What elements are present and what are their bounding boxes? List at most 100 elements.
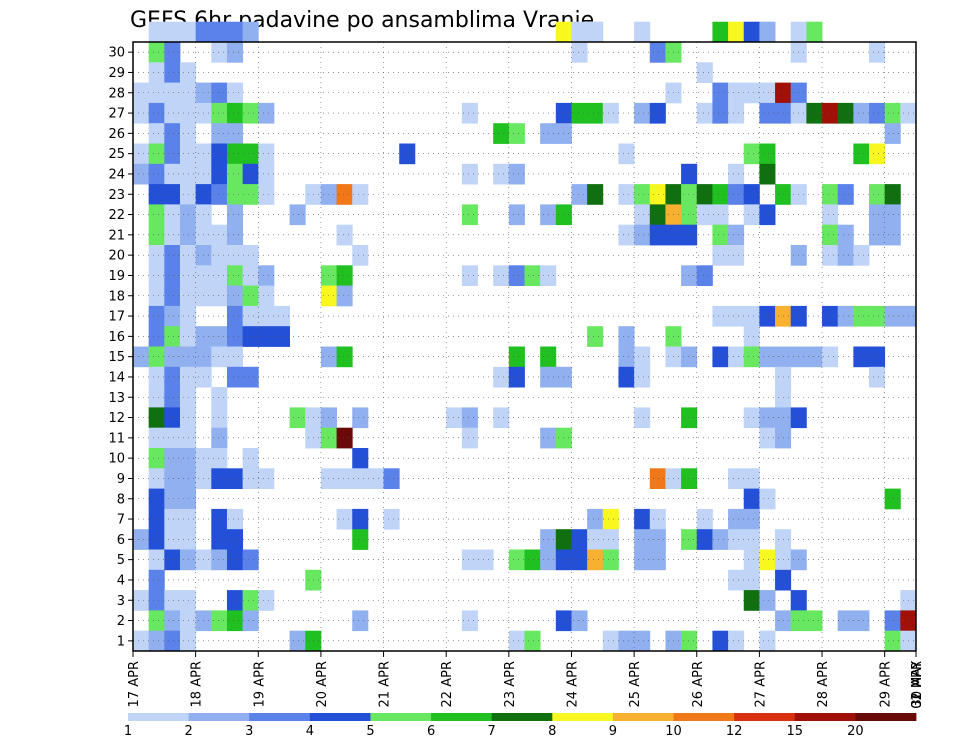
y-tick-label: 16	[108, 330, 125, 345]
heatmap-cell	[853, 305, 870, 327]
colorbar-label: 7	[488, 724, 496, 739]
heatmap-cell	[649, 184, 666, 205]
heatmap-cell	[571, 184, 588, 205]
colorbar-label: 4	[306, 724, 314, 739]
heatmap-cell	[242, 549, 259, 571]
heatmap-cell	[618, 184, 635, 205]
heatmap-cell	[242, 21, 259, 43]
heatmap-cell	[211, 448, 228, 469]
heatmap-cell	[493, 123, 510, 144]
heatmap-cell	[759, 143, 776, 165]
heatmap-cell	[226, 184, 244, 205]
heatmap-cell	[712, 224, 729, 246]
heatmap-cell	[164, 184, 181, 205]
heatmap-cell	[743, 21, 760, 43]
x-tick-label: 26 APR	[691, 661, 706, 707]
heatmap-cell	[352, 468, 369, 489]
heatmap-cell	[493, 407, 510, 429]
heatmap-cell	[853, 245, 870, 266]
x-tick-label: 30 APR	[910, 661, 925, 707]
heatmap-cell	[164, 82, 181, 104]
heatmap-cell	[242, 143, 259, 165]
heatmap-cell	[148, 62, 165, 83]
colorbar-swatch	[431, 713, 493, 721]
heatmap-cell	[226, 610, 244, 632]
heatmap-cell	[148, 163, 165, 185]
y-tick-label: 24	[108, 167, 125, 182]
heatmap-cell	[681, 184, 698, 205]
heatmap-cell	[712, 82, 729, 104]
heatmap-cell	[587, 529, 604, 550]
heatmap-cell	[258, 590, 275, 611]
heatmap-cell	[133, 163, 150, 185]
heatmap-cell	[461, 407, 478, 429]
heatmap-cell	[571, 529, 588, 550]
heatmap-cell	[258, 265, 275, 286]
heatmap-cell	[352, 245, 369, 266]
heatmap-cell	[524, 549, 541, 571]
heatmap-cell	[226, 143, 244, 165]
heatmap-cell	[336, 224, 353, 246]
heatmap-cell	[164, 488, 181, 510]
heatmap-cell	[226, 123, 244, 144]
heatmap-cell	[712, 346, 729, 368]
colorbar-swatch	[491, 713, 553, 721]
heatmap-cell	[869, 366, 886, 388]
heatmap-cell	[226, 468, 244, 489]
colorbar-swatch	[309, 713, 371, 721]
heatmap-cell	[242, 326, 259, 347]
heatmap-cell	[555, 21, 572, 43]
heatmap-cell	[226, 529, 244, 550]
heatmap-cell	[869, 143, 886, 165]
y-tick-label: 10	[108, 452, 125, 467]
heatmap-cell	[493, 265, 510, 286]
x-tick-label: 22 APR	[440, 661, 455, 707]
heatmap-cell	[618, 143, 635, 165]
heatmap-cell	[211, 42, 228, 63]
heatmap-cell	[336, 285, 353, 307]
heatmap-cell	[336, 508, 353, 530]
heatmap-cell	[336, 265, 353, 286]
heatmap-cell	[226, 163, 244, 185]
heatmap-cell	[759, 427, 776, 449]
x-tick-label: 21 APR	[378, 661, 393, 707]
heatmap-cell	[728, 163, 745, 185]
heatmap-cell	[148, 82, 165, 104]
heatmap-cell	[148, 529, 165, 550]
heatmap-cell	[164, 346, 181, 368]
heatmap-cell	[649, 468, 666, 489]
heatmap-cell	[133, 102, 150, 124]
heatmap-cell	[571, 102, 588, 124]
heatmap-cell	[869, 224, 886, 246]
heatmap-cell	[133, 346, 150, 368]
heatmap-cell	[226, 305, 244, 327]
plot-grid	[133, 42, 916, 651]
heatmap-cell	[869, 184, 886, 205]
heatmap-cell	[148, 549, 165, 571]
heatmap-cell	[681, 265, 698, 286]
heatmap-cell	[681, 346, 698, 368]
heatmap-cell	[712, 102, 729, 124]
heatmap-cell	[164, 549, 181, 571]
heatmap-cell	[258, 143, 275, 165]
colorbar-swatch	[794, 713, 856, 721]
heatmap-cell	[148, 305, 165, 327]
heatmap-cell	[242, 610, 259, 632]
heatmap-cell	[226, 285, 244, 307]
heatmap-cell	[148, 468, 165, 489]
heatmap-cell	[712, 21, 729, 43]
heatmap-cell	[226, 42, 244, 63]
heatmap-cell	[211, 245, 228, 266]
heatmap-cell	[728, 102, 745, 124]
heatmap-cell	[884, 630, 901, 652]
heatmap-cell	[242, 102, 259, 124]
heatmap-cell	[226, 82, 244, 104]
heatmap-cell	[884, 305, 901, 327]
y-tick-label: 15	[108, 350, 125, 365]
heatmap-cell	[743, 184, 760, 205]
heatmap-cell	[258, 163, 275, 185]
x-tick-label: 20 APR	[315, 661, 330, 707]
heatmap-cell	[712, 245, 729, 266]
heatmap-cell	[211, 102, 228, 124]
heatmap-cell	[602, 508, 619, 530]
